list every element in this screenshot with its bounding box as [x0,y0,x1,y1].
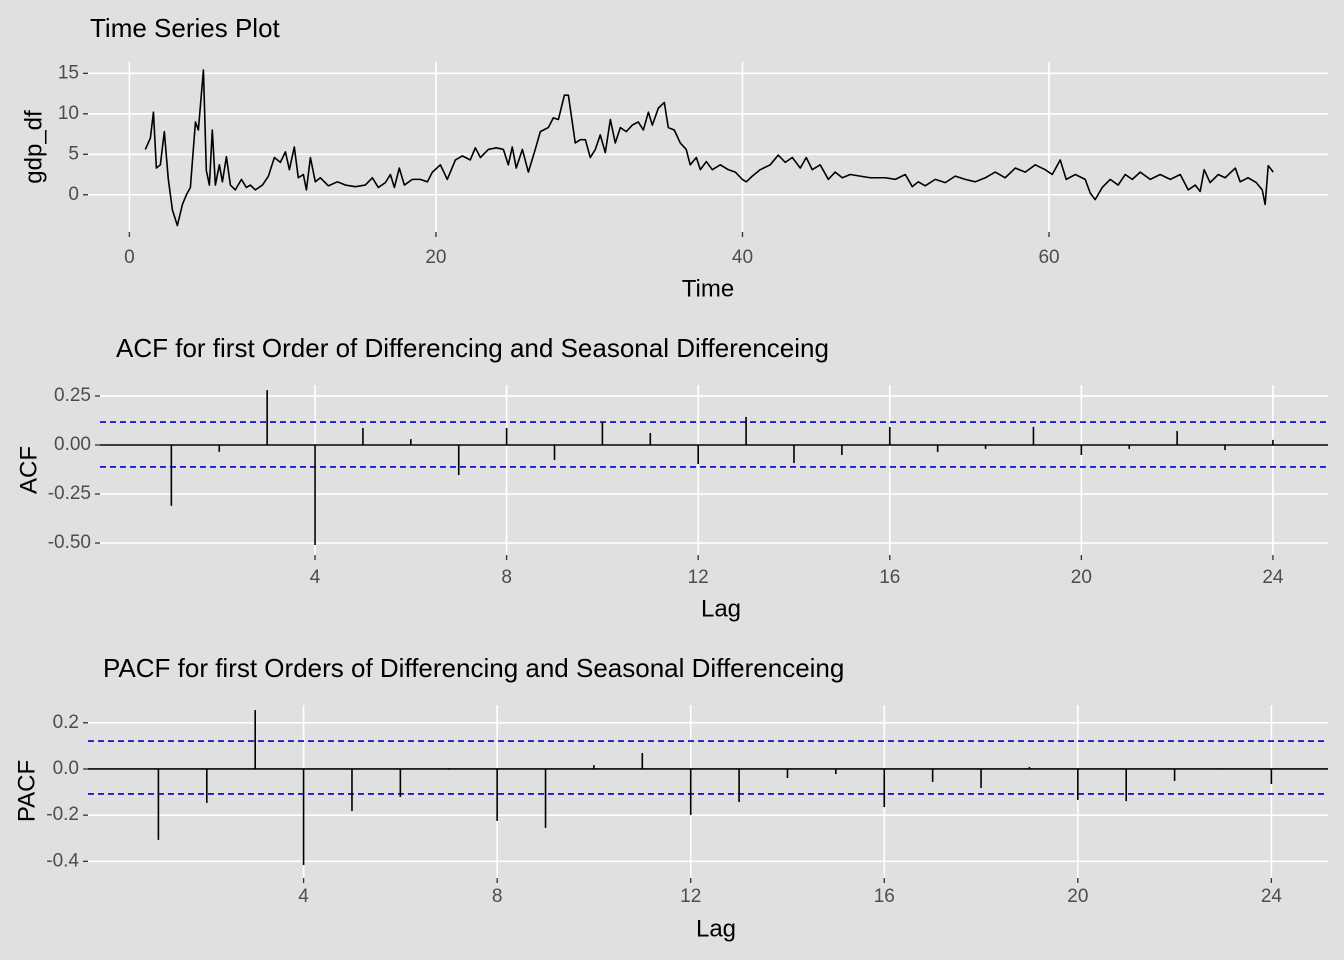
panel [88,705,1328,878]
x-tick-label: 24 [1262,567,1284,588]
y-axis-title: gdp_df [20,110,47,184]
chart-title: PACF for first Orders of Differencing an… [103,653,844,683]
panel [100,385,1328,555]
y-axis-title: ACF [15,446,42,494]
x-tick-label: 0 [124,247,135,268]
x-tick-label: 40 [732,247,753,268]
y-tick-label: -0.25 [48,483,91,504]
x-tick-label: 12 [680,886,701,907]
x-axis-title: Time [682,275,734,302]
x-tick-label: 16 [874,886,895,907]
x-axis-title: Lag [696,915,736,942]
x-tick-label: 16 [879,567,900,588]
x-tick-label: 20 [1071,567,1092,588]
series-line [144,69,1274,227]
y-axis-title: PACF [13,760,40,822]
x-tick-label: 12 [688,567,709,588]
y-tick-label: 0.0 [53,758,79,779]
x-tick-label: 8 [492,886,503,907]
panel [88,62,1328,232]
x-tick-label: 8 [501,567,512,588]
y-tick-label: -0.2 [46,804,79,825]
x-axis-title: Lag [701,595,741,622]
x-tick-label: 20 [425,247,446,268]
y-tick-label: 0 [68,184,79,205]
y-tick-label: -0.4 [46,850,79,871]
x-tick-label: 60 [1038,247,1059,268]
y-tick-label: 0.2 [53,712,79,733]
x-tick-label: 4 [298,886,309,907]
x-tick-label: 20 [1067,886,1088,907]
y-tick-label: -0.50 [48,532,91,553]
x-tick-label: 4 [310,567,321,588]
chart-title: ACF for first Order of Differencing and … [116,333,829,363]
y-tick-label: 0.00 [54,434,91,455]
y-tick-label: 10 [58,103,79,124]
y-tick-label: 5 [68,143,79,164]
y-tick-label: 15 [58,62,79,83]
chart-title: Time Series Plot [90,13,281,43]
x-tick-label: 24 [1261,886,1283,907]
y-tick-label: 0.25 [54,385,91,406]
